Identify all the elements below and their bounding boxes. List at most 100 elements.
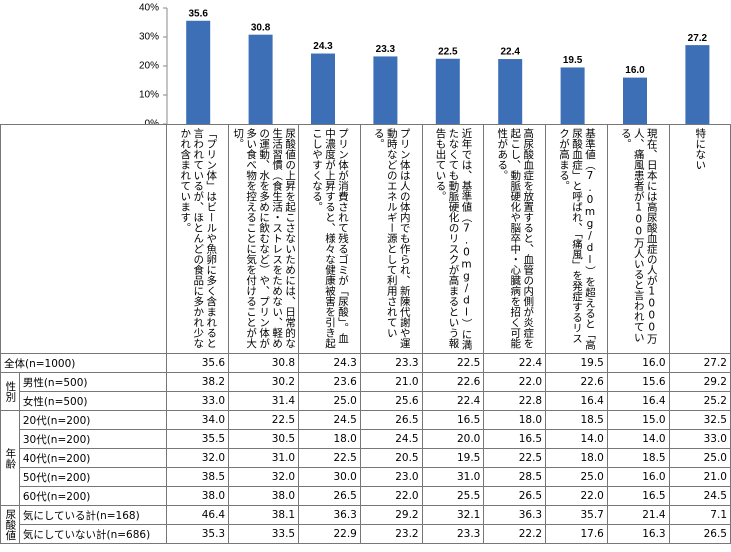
- cell-value: 28.5: [483, 467, 547, 487]
- data-row: 尿酸値 気にしている計(n=168) 46.4 38.1 36.3 29.2 32.1 36.…: [0, 505, 731, 544]
- cell-value: 38.1: [228, 505, 300, 525]
- corner-cell: [0, 124, 168, 354]
- cell-value: 21.4: [606, 505, 670, 525]
- column-header: プリン体は人の体内でも作られ、新陳代謝や運動時などのエネルギー源として利用されて…: [359, 124, 423, 354]
- value-label: 35.6: [188, 8, 208, 19]
- bar: [498, 59, 523, 124]
- cell-value: 14.0: [606, 429, 670, 449]
- cell-value: 33.5: [228, 524, 300, 544]
- column-header-text: プリン体が消費されて残るゴミが「尿酸」。血中濃度が上昇すると、様々な健康被害を引…: [310, 128, 349, 349]
- column-header: 尿酸値の上昇を起こさないためには、日常的な生活習慣（食生活・ストレスをためない、…: [228, 124, 300, 354]
- cell-value: 17.6: [545, 524, 608, 544]
- row-label: 30代(n=200): [18, 429, 168, 449]
- cell-value: 22.0: [483, 372, 547, 392]
- row-label: 20代(n=200): [18, 410, 168, 430]
- column-header-text: 基準値（7.0mg/dl）を超えると「高尿酸血症」と呼ばれ、「痛風」を発症するリ…: [557, 128, 596, 350]
- row-label: 40代(n=200): [18, 448, 168, 468]
- cell-value: 26.5: [483, 486, 547, 506]
- y-tick-label: 20%: [139, 61, 159, 72]
- cell-value: 22.8: [483, 391, 547, 411]
- cell-value: 20.5: [359, 448, 423, 468]
- cell-value: 24.5: [298, 410, 361, 430]
- bar: [248, 34, 273, 124]
- cell-value: 31.4: [228, 391, 300, 411]
- bar: [560, 67, 585, 124]
- column-header: 基準値（7.0mg/dl）を超えると「高尿酸血症」と呼ばれ、「痛風」を発症するリ…: [545, 124, 608, 354]
- cell-value: 22.4: [483, 353, 547, 373]
- cell-value: 22.4: [421, 391, 485, 411]
- cell-value: 25.2: [668, 391, 731, 411]
- cell-value: 19.5: [421, 448, 485, 468]
- cell-value: 38.0: [228, 486, 300, 506]
- cell-value: 23.6: [298, 372, 361, 392]
- cell-value: 30.0: [298, 467, 361, 487]
- cell-value: 18.5: [545, 410, 608, 430]
- cell-value: 23.3: [359, 353, 423, 373]
- cell-value: 34.0: [166, 410, 230, 430]
- column-header: 高尿酸血症を放置すると、血管の内側が炎症を起こし、動脈硬化や脳卒中・心臓病を招く…: [483, 124, 547, 354]
- row-label: 女性(n=500): [18, 391, 168, 411]
- cell-value: 31.0: [421, 467, 485, 487]
- cell-value: 20.0: [421, 429, 485, 449]
- y-tick-label: 30%: [139, 32, 159, 43]
- cell-value: 16.0: [606, 467, 670, 487]
- data-row: 性別 男性(n=500) 38.2 30.2 23.6 21.0 22.6 22.0 22.6 1…: [0, 372, 731, 411]
- bar: [311, 53, 335, 124]
- value-label: 19.5: [563, 55, 583, 66]
- cell-value: 22.9: [298, 524, 361, 544]
- cell-value: 23.0: [359, 467, 423, 487]
- data-row: 女性(n=500) 33.0 31.4 25.0 25.6 22.4 22.8 16.4 16.…: [1, 391, 731, 411]
- cell-value: 31.0: [228, 448, 300, 468]
- data-row: 全体(n=1000) 35.6 30.8 24.3 23.3 22.5 22.4 19.5 16…: [0, 353, 731, 373]
- value-label: 23.3: [376, 44, 396, 55]
- column-header-text: 現在、日本には高尿酸血症の人が1000万人、痛風患者が100万人いると言われてい…: [619, 128, 658, 344]
- cell-value: 7.1: [668, 505, 731, 525]
- cell-value: 24.5: [359, 429, 423, 449]
- cell-value: 25.0: [668, 448, 731, 468]
- column-header-text: 近年では、基準値（7.0mg/dl）に満たなくても動脈硬化のリスクが高まるという…: [434, 128, 473, 350]
- cell-value: 22.5: [421, 353, 485, 373]
- cell-value: 16.4: [606, 391, 670, 411]
- value-label: 27.2: [688, 33, 708, 44]
- column-header: プリン体が消費されて残るゴミが「尿酸」。血中濃度が上昇すると、様々な健康被害を引…: [298, 124, 361, 354]
- cell-value: 22.2: [483, 524, 547, 544]
- bar: [435, 58, 460, 124]
- cell-value: 24.5: [668, 486, 731, 506]
- cell-value: 35.6: [166, 353, 230, 373]
- header-row: 「プリン体」はビールや魚卵に多く含まれると言われているが、ほとんどの食品に多かれ…: [0, 124, 731, 354]
- row-label: 気にしている計(n=168): [18, 505, 168, 525]
- column-header-text: 高尿酸血症を放置すると、血管の内側が炎症を起こし、動脈硬化や脳卒中・心臓病を招く…: [496, 128, 535, 349]
- cell-value: 16.5: [483, 429, 547, 449]
- cell-value: 25.0: [298, 391, 361, 411]
- cell-value: 36.3: [483, 505, 547, 525]
- cell-value: 25.5: [421, 486, 485, 506]
- cell-value: 35.5: [166, 429, 230, 449]
- cell-value: 38.5: [166, 467, 230, 487]
- cell-value: 21.0: [359, 372, 423, 392]
- cell-value: 30.2: [228, 372, 300, 392]
- cell-value: 30.8: [228, 353, 300, 373]
- data-row: 年齢 20代(n=200) 34.0 22.5 24.5 26.5 16.5 18.0 18.5…: [0, 410, 731, 506]
- row-label: 60代(n=200): [18, 486, 168, 506]
- value-label: 24.3: [313, 41, 333, 52]
- cell-value: 27.2: [668, 353, 731, 373]
- cell-value: 16.3: [606, 524, 670, 544]
- cell-value: 22.6: [545, 372, 608, 392]
- group-label: 尿酸値: [0, 505, 20, 544]
- cell-value: 29.2: [668, 372, 731, 392]
- cell-value: 33.0: [166, 391, 230, 411]
- row-label: 男性(n=500): [18, 372, 168, 392]
- group-label-text: 尿酸値: [4, 508, 17, 541]
- cell-value: 16.4: [545, 391, 608, 411]
- y-tick-label: 0%: [145, 119, 160, 124]
- column-header-text: 特にない: [694, 128, 707, 170]
- y-tick-label: 10%: [139, 90, 159, 101]
- data-row: 50代(n=200) 38.5 32.0 30.0 23.0 31.0 28.5 25.0 16…: [1, 467, 731, 487]
- y-tick-label: 40%: [139, 3, 159, 14]
- cell-value: 22.5: [483, 448, 547, 468]
- cell-value: 30.5: [228, 429, 300, 449]
- row-label: 気にしていない計(n=686): [18, 524, 168, 544]
- cell-value: 16.5: [421, 410, 485, 430]
- value-label: 22.4: [500, 47, 520, 58]
